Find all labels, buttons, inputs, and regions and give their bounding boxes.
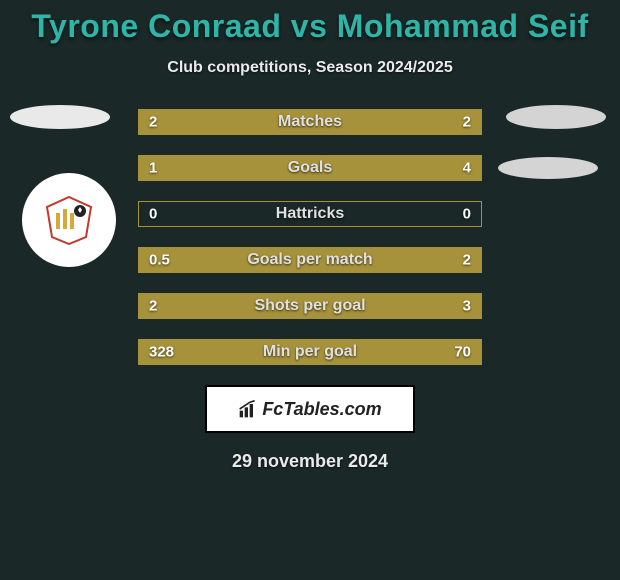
chart-icon bbox=[238, 399, 258, 419]
stat-row: 2 3 Shots per goal bbox=[138, 293, 482, 319]
player-left-badge bbox=[10, 105, 110, 129]
comparison-bars: 2 2 Matches 1 4 Goals 0 0 Hattricks 0.5 2 Goals per… bbox=[138, 109, 482, 365]
footer-date: 29 november 2024 bbox=[0, 451, 620, 472]
stat-row: 2 2 Matches bbox=[138, 109, 482, 135]
stat-left-value: 1 bbox=[149, 160, 157, 177]
stat-right-value: 70 bbox=[454, 344, 471, 361]
stat-label: Goals bbox=[288, 159, 332, 177]
stat-label: Hattricks bbox=[276, 205, 344, 223]
player-right-badge bbox=[506, 105, 606, 129]
stat-right-value: 4 bbox=[463, 160, 471, 177]
stat-label: Shots per goal bbox=[254, 297, 365, 315]
stat-left-value: 0 bbox=[149, 206, 157, 223]
stat-row: 0 0 Hattricks bbox=[138, 201, 482, 227]
stat-row: 1 4 Goals bbox=[138, 155, 482, 181]
stat-left-value: 0.5 bbox=[149, 252, 170, 269]
player-right-badge-2 bbox=[498, 157, 598, 179]
stat-row: 0.5 2 Goals per match bbox=[138, 247, 482, 273]
page-title: Tyrone Conraad vs Mohammad Seif bbox=[0, 0, 620, 45]
brand-text: FcTables.com bbox=[262, 399, 381, 420]
stat-right-value: 3 bbox=[463, 298, 471, 315]
stat-right-value: 2 bbox=[463, 114, 471, 131]
bar-right-fill bbox=[207, 156, 481, 180]
club-logo bbox=[22, 173, 116, 267]
stat-left-value: 328 bbox=[149, 344, 174, 361]
page-subtitle: Club competitions, Season 2024/2025 bbox=[0, 59, 620, 77]
club-logo-icon bbox=[44, 195, 94, 245]
brand-badge: FcTables.com bbox=[205, 385, 415, 433]
stat-right-value: 2 bbox=[463, 252, 471, 269]
stat-left-value: 2 bbox=[149, 298, 157, 315]
stat-label: Min per goal bbox=[263, 343, 357, 361]
stat-row: 328 70 Min per goal bbox=[138, 339, 482, 365]
comparison-content: 2 2 Matches 1 4 Goals 0 0 Hattricks 0.5 2 Goals per… bbox=[0, 109, 620, 365]
stat-label: Goals per match bbox=[247, 251, 372, 269]
stat-label: Matches bbox=[278, 113, 342, 131]
stat-left-value: 2 bbox=[149, 114, 157, 131]
stat-right-value: 0 bbox=[463, 206, 471, 223]
